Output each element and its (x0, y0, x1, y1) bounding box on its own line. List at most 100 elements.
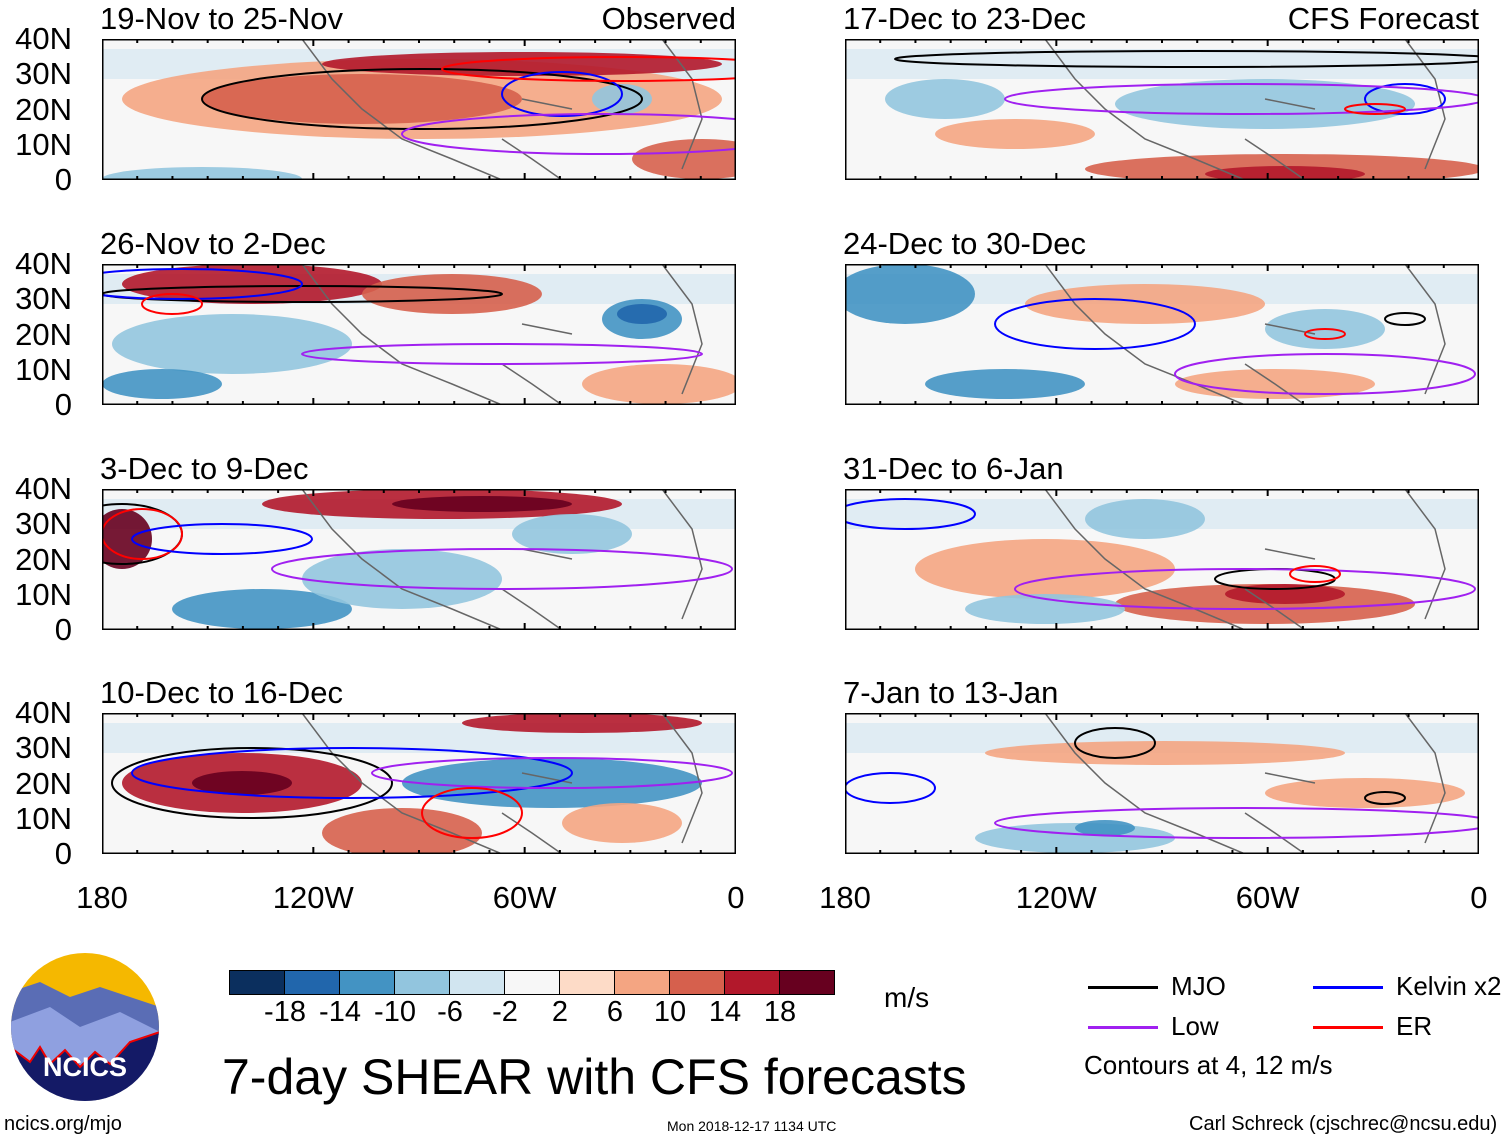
shear-map-panel (845, 489, 1479, 630)
shear-shading (1205, 166, 1365, 180)
colorbar-swatch (670, 971, 725, 994)
shear-shading (102, 509, 152, 569)
shear-shading (172, 589, 352, 629)
lat-label: 20N (15, 541, 72, 577)
wave-contour (441, 56, 736, 82)
panel-title: 24-Dec to 30-Dec (843, 226, 1086, 261)
shear-shading (1085, 499, 1205, 539)
coastline (1044, 264, 1446, 405)
panel-title: 3-Dec to 9-Dec (100, 451, 309, 486)
lon-label: 180 (819, 880, 871, 915)
shear-shading (102, 167, 302, 180)
shear-map-panel (102, 713, 736, 854)
legend-label: Kelvin x2 (1396, 971, 1502, 1001)
colorbar-label: -2 (492, 996, 518, 1028)
colorbar-swatch (395, 971, 450, 994)
wave-contour (845, 498, 976, 530)
shear-map-panel (845, 39, 1479, 180)
lat-label: 30N (15, 56, 72, 92)
wave-contour (201, 68, 643, 130)
shear-shading (617, 304, 667, 324)
coastline (301, 489, 703, 630)
colorbar-swatch (780, 971, 834, 994)
lon-label: 120W (272, 880, 354, 915)
colorbar-swatch (230, 971, 285, 994)
panel-title: 19-Nov to 25-Nov (100, 1, 343, 36)
wave-contour (845, 772, 936, 804)
wave-contour (994, 807, 1479, 839)
lat-label: 40N (15, 471, 72, 506)
shear-shading (885, 79, 1005, 119)
legend-label: ER (1396, 1011, 1433, 1041)
coastline (1044, 39, 1446, 180)
lon-label: 180 (76, 880, 128, 915)
colorbar-label: -14 (319, 996, 361, 1028)
colorbar-swatch (725, 971, 780, 994)
shear-shading (112, 314, 352, 374)
shear-shading (935, 119, 1095, 149)
shear-map-panel (845, 264, 1479, 405)
wave-contour (421, 787, 523, 839)
wave-contour (131, 747, 573, 799)
colorbar-label: 6 (606, 996, 624, 1028)
lon-label: 60W (492, 880, 557, 915)
colorbar (229, 970, 835, 995)
lat-label: 0 (54, 612, 72, 647)
shear-map-panel (845, 713, 1479, 854)
svg-text:NCICS: NCICS (43, 1052, 127, 1082)
lon-label: 120W (1015, 880, 1097, 915)
legend-label: MJO (1171, 971, 1226, 1001)
wave-contour (102, 508, 183, 560)
wave-contour (1014, 568, 1476, 610)
shear-shading (192, 771, 292, 795)
source-url[interactable]: ncics.org/mjo (4, 1113, 122, 1135)
panel-title: 17-Dec to 23-Dec (843, 1, 1086, 36)
panel-title: 26-Nov to 2-Dec (100, 226, 326, 261)
lat-label: 0 (54, 162, 72, 197)
colorbar-swatch (615, 971, 670, 994)
lat-label: 30N (15, 281, 72, 317)
legend-line-low (1088, 1026, 1158, 1029)
shear-shading (322, 808, 482, 854)
lat-label: 10N (15, 351, 72, 387)
shear-map-panel (102, 39, 736, 180)
forecast-label: CFS Forecast (1287, 1, 1479, 36)
wave-contour (141, 293, 203, 315)
panel-title: 10-Dec to 16-Dec (100, 675, 343, 710)
lat-label: 20N (15, 91, 72, 127)
colorbar-swatch (450, 971, 505, 994)
colorbar-units: m/s (884, 982, 930, 1013)
wave-contour (301, 343, 703, 365)
shear-map-panel (102, 489, 736, 630)
shear-shading (202, 74, 522, 124)
wave-contour (994, 298, 1196, 350)
legend-line-mjo (1088, 986, 1158, 989)
wave-contour (1384, 312, 1426, 326)
wave-contour (1364, 791, 1406, 805)
shear-shading (362, 274, 542, 314)
colorbar-label: -6 (437, 996, 463, 1028)
panel-title: 31-Dec to 6-Jan (843, 451, 1064, 486)
shear-shading (122, 264, 382, 304)
colorbar-label: 2 (551, 996, 569, 1028)
shear-shading (512, 514, 632, 554)
shear-shading (632, 139, 736, 179)
lat-label: 20N (15, 316, 72, 352)
wave-contour (894, 50, 1479, 68)
shear-shading (1025, 284, 1265, 324)
shear-shading (102, 369, 222, 399)
coastline (301, 264, 703, 405)
lat-label: 20N (15, 765, 72, 801)
colorbar-label: 18 (763, 996, 797, 1028)
coastline (1044, 713, 1446, 854)
lon-label: 0 (1470, 880, 1488, 915)
shear-shading (985, 741, 1345, 765)
wave-contour (501, 71, 623, 117)
lat-label: 30N (15, 506, 72, 542)
lat-label: 40N (15, 246, 72, 281)
wave-contour (1074, 727, 1156, 759)
wave-contour (1004, 83, 1479, 115)
lat-label: 0 (54, 387, 72, 422)
lon-label: 0 (727, 880, 745, 915)
